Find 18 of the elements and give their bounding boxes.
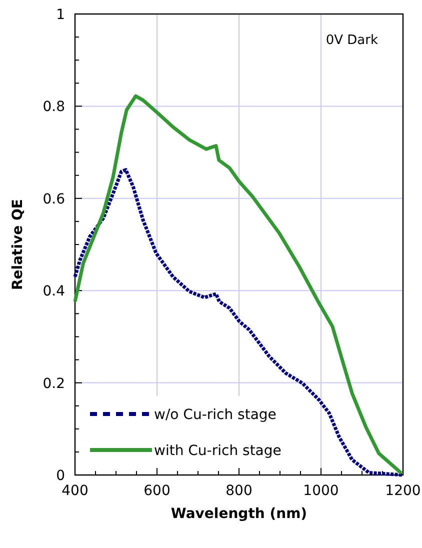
x-tick-label: 800 xyxy=(226,483,252,499)
y-tick-label: 0 xyxy=(56,468,65,484)
y-tick-label: 0.8 xyxy=(42,99,65,116)
y-tick-label: 0.2 xyxy=(42,376,65,392)
x-tick-label: 400 xyxy=(62,483,88,499)
legend-label: with Cu-rich stage xyxy=(154,443,282,459)
x-tick-label: 1000 xyxy=(303,483,339,499)
y-tick-label: 1 xyxy=(56,7,65,23)
y-axis-title: Relative QE xyxy=(10,199,26,290)
y-tick-label: 0.6 xyxy=(42,191,66,208)
y-tick-label: 0.4 xyxy=(42,284,66,300)
x-tick-label: 1200 xyxy=(385,483,421,499)
legend-label: w/o Cu-rich stage xyxy=(154,407,276,423)
line-series xyxy=(73,94,404,475)
x-axis-title: Wavelength (nm) xyxy=(170,506,308,522)
annotation: 0V Dark xyxy=(326,33,378,48)
line-series xyxy=(73,168,405,477)
x-tick-label: 600 xyxy=(144,483,170,499)
